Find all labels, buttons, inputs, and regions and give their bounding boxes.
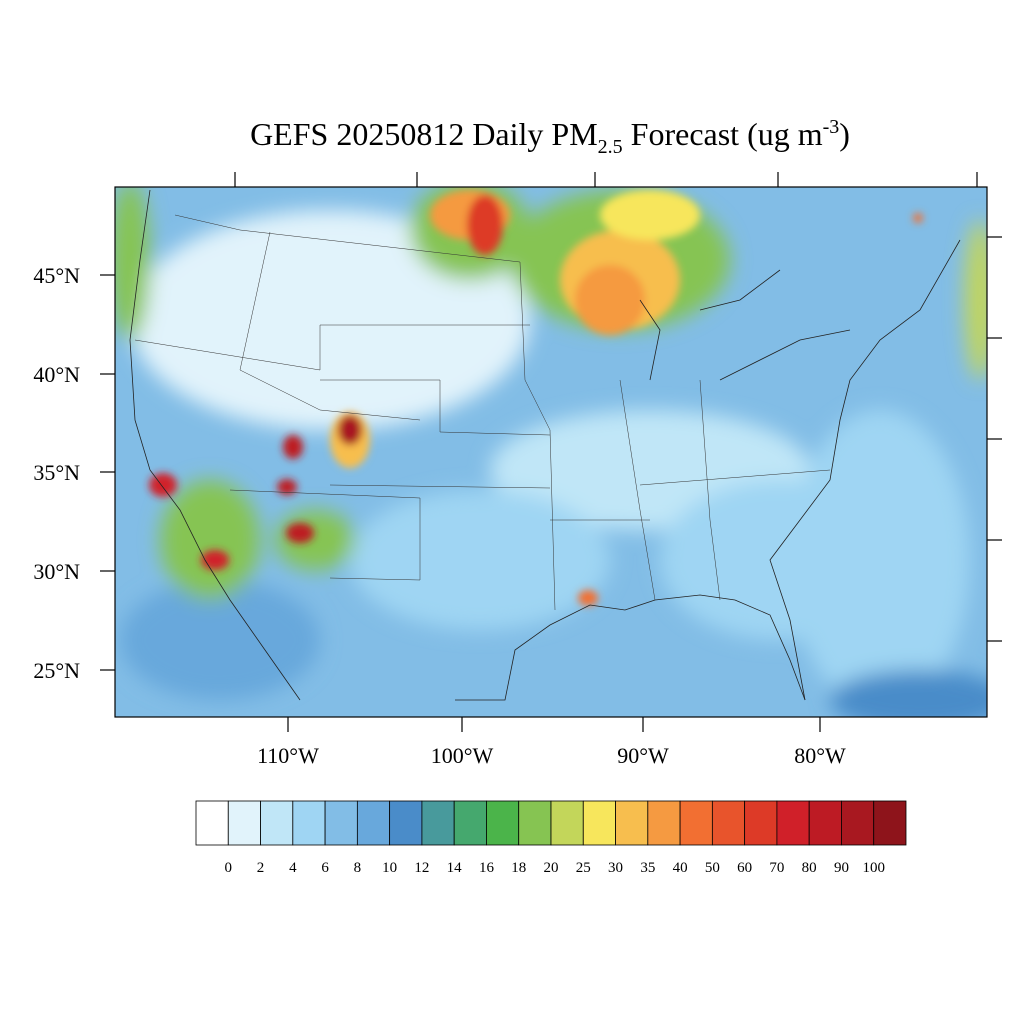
colorbar-box	[679, 800, 713, 846]
colorbar-box	[808, 800, 842, 846]
lat-label: 40°N	[33, 362, 80, 387]
lat-label: 45°N	[33, 263, 80, 288]
colorbar-box	[582, 800, 616, 846]
colorbar-label: 0	[225, 860, 233, 876]
title: GEFS 20250812 Daily PM2.5 Forecast (ug m…	[250, 116, 850, 158]
colorbar-box	[292, 800, 326, 846]
colorbar-box	[647, 800, 681, 846]
title-superscript: -3	[823, 116, 840, 138]
lat-label: 35°N	[33, 460, 80, 485]
colorbar-label: 18	[511, 860, 526, 876]
title-after: Forecast (ug m	[623, 116, 823, 152]
title-main: GEFS 20250812 Daily PM	[250, 116, 598, 152]
colorbar-box	[873, 800, 907, 846]
colorbar-box	[453, 800, 487, 846]
colorbar-box	[421, 800, 455, 846]
colorbar-box	[711, 800, 746, 846]
colorbar-label: 25	[576, 860, 591, 876]
colorbar-label: 6	[321, 860, 329, 876]
colorbar-box	[776, 800, 810, 846]
colorbar-box	[486, 800, 520, 846]
colorbar-label: 70	[769, 860, 784, 876]
colorbar-label: 30	[608, 860, 623, 876]
lon-label: 100°W	[431, 743, 494, 768]
colorbar-label: 10	[382, 860, 397, 876]
lon-label: 110°W	[257, 743, 319, 768]
colorbar-label: 2	[257, 860, 265, 876]
colorbar-box	[389, 800, 423, 846]
colorbar-label: 20	[544, 860, 559, 876]
colorbar-box	[550, 800, 584, 846]
colorbar-label: 14	[447, 860, 463, 876]
colorbar-label: 100	[862, 860, 885, 876]
colorbar-box	[227, 800, 261, 846]
lon-label: 80°W	[794, 743, 846, 768]
colorbar-box	[518, 800, 552, 846]
colorbar-label: 40	[673, 860, 688, 876]
colorbar-label: 8	[354, 860, 362, 876]
colorbar-label: 16	[479, 860, 495, 876]
colorbar-label: 80	[802, 860, 817, 876]
colorbar-box	[841, 800, 875, 846]
title-subscript: 2.5	[598, 136, 623, 158]
colorbar-box	[356, 800, 391, 846]
lon-label: 90°W	[617, 743, 669, 768]
map-frame	[114, 186, 988, 718]
map-field	[115, 187, 987, 717]
colorbar-label: 50	[705, 860, 720, 876]
lat-label: 30°N	[33, 559, 80, 584]
colorbar: 0 2 4 6 8 10 12 14 16 18 20 25 30 35 40 50 60 70 80 90 100	[195, 800, 907, 876]
colorbar-box	[324, 800, 358, 846]
colorbar-box	[615, 800, 649, 846]
colorbar-label: 4	[289, 860, 297, 876]
colorbar-label: 60	[737, 860, 752, 876]
title-close: )	[839, 116, 850, 152]
colorbar-label: 12	[414, 860, 429, 876]
colorbar-box	[260, 800, 294, 846]
colorbar-label: 35	[640, 860, 655, 876]
colorbar-box	[195, 800, 229, 846]
ticks	[100, 172, 1002, 732]
colorbar-label: 90	[834, 860, 849, 876]
lat-label: 25°N	[33, 658, 80, 683]
colorbar-box	[744, 800, 778, 846]
